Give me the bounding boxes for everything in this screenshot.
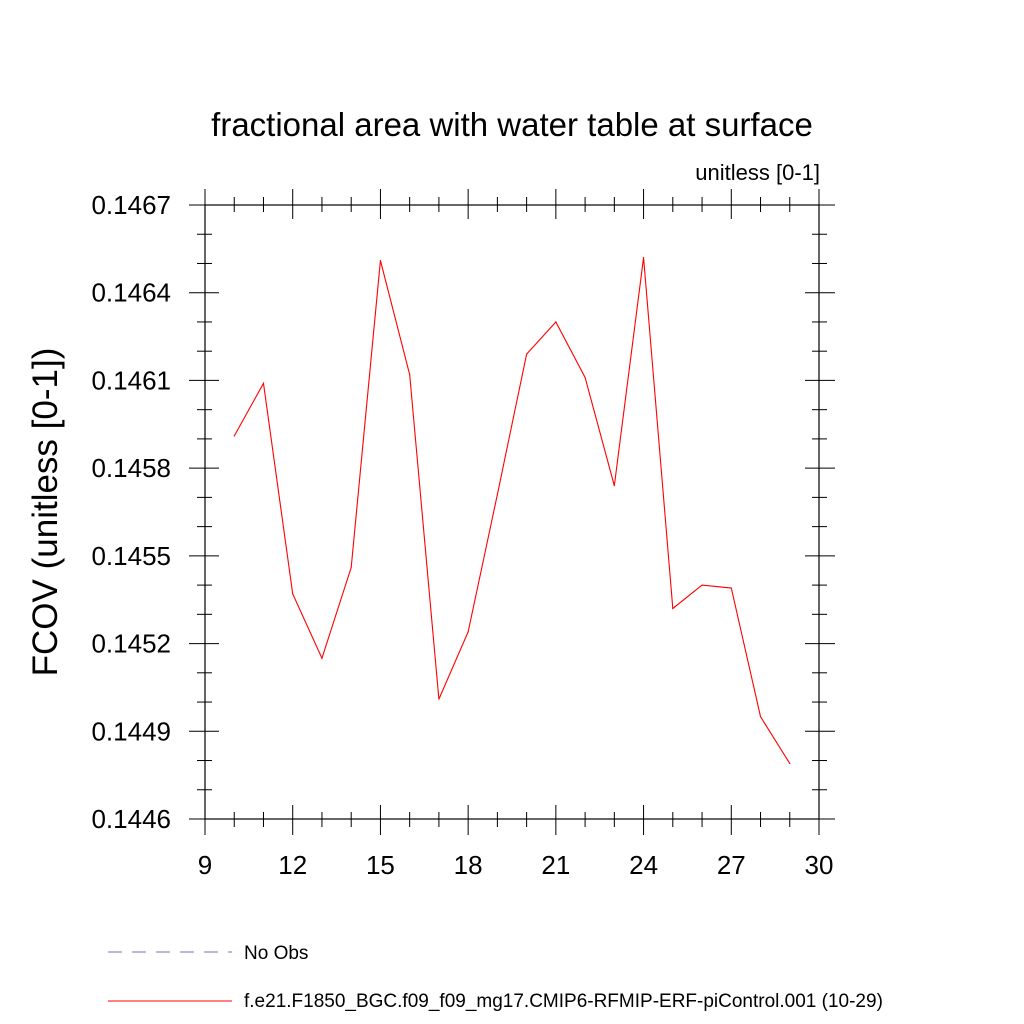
data-point [759,716,762,718]
y-tick-label: 0.1449 [91,716,171,746]
data-point [701,584,703,586]
y-axis-label: FCOV (unitless [0-1]) [26,348,65,677]
series-line-0 [233,257,791,764]
data-point [642,257,645,259]
data-point [672,607,674,610]
chart-title: fractional area with water table at surf… [211,106,813,143]
data-point [350,566,352,569]
data-point [409,373,411,376]
chart-subtitle: unitless [0-1] [695,160,820,185]
y-tick-label: 0.1461 [91,365,171,395]
x-tick-label: 18 [454,850,483,880]
legend: No Obs f.e21.F1850_BGC.f09_f09_mg17.CMIP… [108,943,883,1012]
data-point [233,435,235,437]
axis-ticks [189,189,835,835]
series-group [233,257,791,765]
y-tick-label: 0.1452 [91,629,171,659]
data-point [379,259,382,262]
x-tick-label: 9 [198,850,212,880]
legend-label-no-obs: No Obs [244,943,308,964]
x-tick-label: 24 [629,850,658,880]
x-tick-label: 30 [805,850,834,880]
y-tick-labels: 0.1446 0.1449 0.1452 0.1455 0.1458 0.1461 0.14… [91,190,171,834]
data-point [555,321,557,323]
data-point [789,762,791,765]
y-tick-label: 0.1455 [91,541,171,571]
data-point [438,698,440,700]
legend-label-model: f.e21.F1850_BGC.f09_f09_mg17.CMIP6-RFMIP… [244,991,883,1012]
y-tick-label: 0.1467 [91,190,171,220]
data-point [321,657,323,659]
data-point [262,382,265,384]
data-point [613,485,615,487]
x-tick-label: 12 [278,850,307,880]
data-point [467,631,469,633]
data-point [292,593,294,595]
y-tick-label: 0.1458 [91,453,171,483]
x-tick-label: 27 [717,850,746,880]
y-tick-label: 0.1464 [91,278,171,308]
x-tick-labels: 9 12 15 18 21 24 27 30 [198,850,834,880]
data-point [496,493,498,496]
data-point [584,376,586,379]
data-point [730,587,732,589]
y-tick-label: 0.1446 [91,804,171,834]
x-tick-label: 15 [366,850,395,880]
x-tick-label: 21 [541,850,570,880]
data-point [526,353,528,355]
plot-frame [204,204,820,820]
